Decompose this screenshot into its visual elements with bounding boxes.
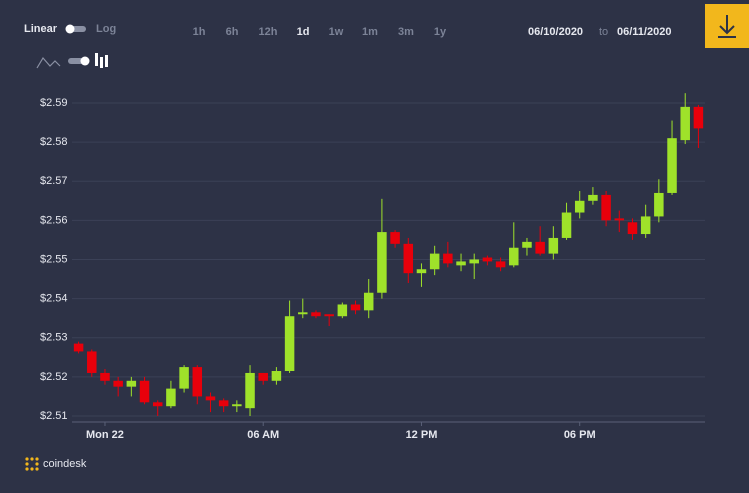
chart-mode-toggle[interactable] <box>68 56 90 66</box>
range-button[interactable]: 1y <box>434 26 447 38</box>
candle-body <box>403 243 414 274</box>
candle-body <box>390 232 400 244</box>
scale-log[interactable]: Log <box>96 23 116 35</box>
brand-name: coindesk <box>43 458 87 470</box>
scale-linear[interactable]: Linear <box>24 23 58 35</box>
candle-body <box>469 259 479 264</box>
candle-body <box>614 218 625 221</box>
candle-body <box>152 402 163 407</box>
candle-body <box>205 396 216 401</box>
y-tick-label: $2.51 <box>40 410 68 422</box>
candle-body <box>192 367 203 397</box>
range-button[interactable]: 1h <box>193 26 206 38</box>
x-tick-label: 06 AM <box>247 429 279 441</box>
x-tick-label: 06 PM <box>564 429 596 441</box>
candle-body <box>87 351 97 373</box>
candle-body <box>561 212 572 238</box>
range-button[interactable]: 6h <box>226 26 239 38</box>
candle-body <box>166 388 176 407</box>
scale-toggle[interactable] <box>65 24 87 34</box>
candle-body <box>350 304 361 311</box>
candle-body <box>377 232 387 293</box>
candle-body <box>258 372 268 381</box>
date-separator: to <box>599 26 608 38</box>
candle-body <box>100 372 110 381</box>
y-tick-label: $2.54 <box>40 293 68 305</box>
range-button[interactable]: 12h <box>259 26 278 38</box>
y-tick-label: $2.56 <box>40 214 68 226</box>
candle-body <box>218 400 229 407</box>
candle-body <box>667 138 677 193</box>
candle-body <box>456 261 466 266</box>
range-button[interactable]: 1m <box>362 26 378 38</box>
plot: $2.51 $2.52 $2.53 $2.54 $2.55 $2.56 $2.57 $2.58… <box>40 93 705 441</box>
candle-body <box>509 247 519 266</box>
candle-body <box>179 367 189 389</box>
candle-body <box>337 304 348 317</box>
candle-body <box>245 372 255 409</box>
range-buttons: 1h 6h 12h 1d 1w 1m 3m 1y <box>193 26 447 38</box>
candle-body <box>588 194 598 201</box>
candle-body <box>416 269 427 274</box>
candle-body <box>232 404 242 407</box>
candle-body <box>298 312 308 315</box>
range-button[interactable]: 3m <box>398 26 414 38</box>
candle-body <box>627 222 638 235</box>
candle-body <box>574 200 585 213</box>
y-tick-label: $2.57 <box>40 175 68 187</box>
x-tick-label: Mon 22 <box>86 429 124 441</box>
y-tick-label: $2.53 <box>40 332 68 344</box>
y-tick-label: $2.58 <box>40 136 68 148</box>
y-tick-label: $2.52 <box>40 371 68 383</box>
y-tick-label: $2.59 <box>40 97 68 109</box>
range-button[interactable]: 1w <box>329 26 344 38</box>
candle-body <box>113 380 123 387</box>
y-tick-label: $2.55 <box>40 253 68 265</box>
candle-body <box>535 241 545 254</box>
candle-body <box>601 194 611 221</box>
candle-body <box>126 380 137 387</box>
candle-body <box>654 192 664 217</box>
line-mode-icon[interactable] <box>36 56 61 69</box>
candle-mode-icon[interactable] <box>95 53 108 68</box>
candle-body <box>482 257 493 262</box>
candle-body <box>311 312 321 317</box>
candle-body <box>548 237 559 254</box>
candle-body <box>284 316 295 371</box>
candle-body <box>271 371 282 381</box>
candle-body <box>443 253 453 264</box>
candle-body <box>522 241 532 248</box>
x-tick-label: 12 PM <box>406 429 438 441</box>
candle-body <box>495 261 506 268</box>
candle-body <box>429 253 440 270</box>
brand-logo: coindesk <box>25 457 87 471</box>
candle-body <box>324 314 334 317</box>
date-to[interactable]: 06/11/2020 <box>617 26 671 38</box>
candle-body <box>363 292 374 311</box>
candle-body <box>680 106 690 141</box>
download-button[interactable] <box>705 4 749 48</box>
range-button[interactable]: 1d <box>297 26 310 38</box>
candle-body <box>139 380 150 403</box>
candle-body <box>640 216 651 235</box>
candle-body <box>693 106 704 129</box>
candle-body <box>73 343 84 352</box>
date-from[interactable]: 06/10/2020 <box>528 26 583 38</box>
